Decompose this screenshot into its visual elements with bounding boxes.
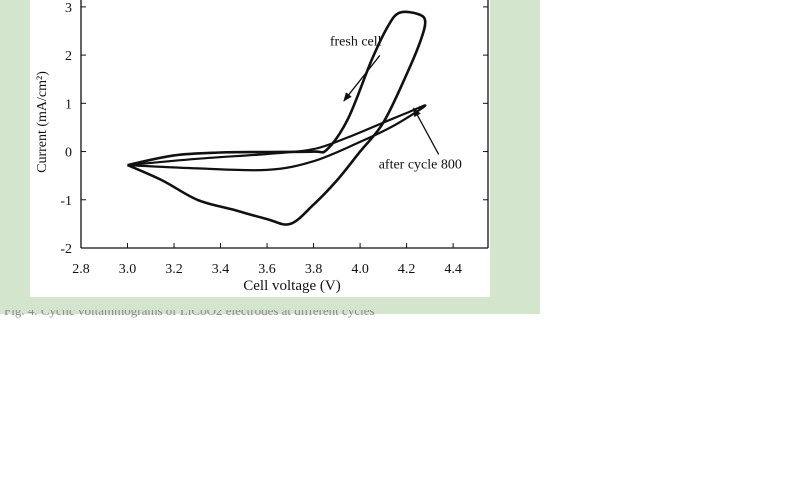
annotation-fresh-cell: fresh cell <box>330 34 382 49</box>
x-tick-label: 4.4 <box>444 262 462 277</box>
figure-caption: Fig. 4. Cyclic voltammograms of LiCoO2 e… <box>0 310 540 320</box>
annotation-after-cycle-800: after cycle 800 <box>379 157 462 172</box>
x-tick-label: 4.0 <box>351 262 369 277</box>
y-tick-label: -2 <box>60 242 72 257</box>
x-tick-label: 3.6 <box>258 262 276 277</box>
x-axis-label: Cell voltage (V) <box>243 278 340 294</box>
y-axis-label: Current (mA/cm²) <box>35 71 50 173</box>
annotation-arrow <box>413 107 440 155</box>
x-tick-label: 3.2 <box>165 262 183 277</box>
y-tick-label: -1 <box>60 194 72 209</box>
axes: 2.8 3.0 3.2 3.4 3.6 3.8 4.0 4.2 4.4 -2 -1 0 1 2 3 <box>60 0 489 277</box>
annotations: fresh cell after cycle 800 <box>330 34 462 172</box>
x-tick-label: 4.2 <box>398 262 416 277</box>
x-tick-label: 2.8 <box>72 262 90 277</box>
y-tick-label: 2 <box>65 49 72 64</box>
caption-text: Fig. 4. Cyclic voltammograms of LiCoO2 e… <box>4 310 375 318</box>
y-tick-label: 0 <box>65 146 72 161</box>
y-tick-label: 1 <box>65 97 72 112</box>
y-tick-label: 3 <box>65 1 72 16</box>
x-tick-label: 3.8 <box>305 262 323 277</box>
annotation-arrow <box>343 55 381 102</box>
x-tick-label: 3.4 <box>212 262 230 277</box>
series-fresh-cell-line <box>126 10 427 226</box>
x-tick-label: 3.0 <box>119 262 137 277</box>
